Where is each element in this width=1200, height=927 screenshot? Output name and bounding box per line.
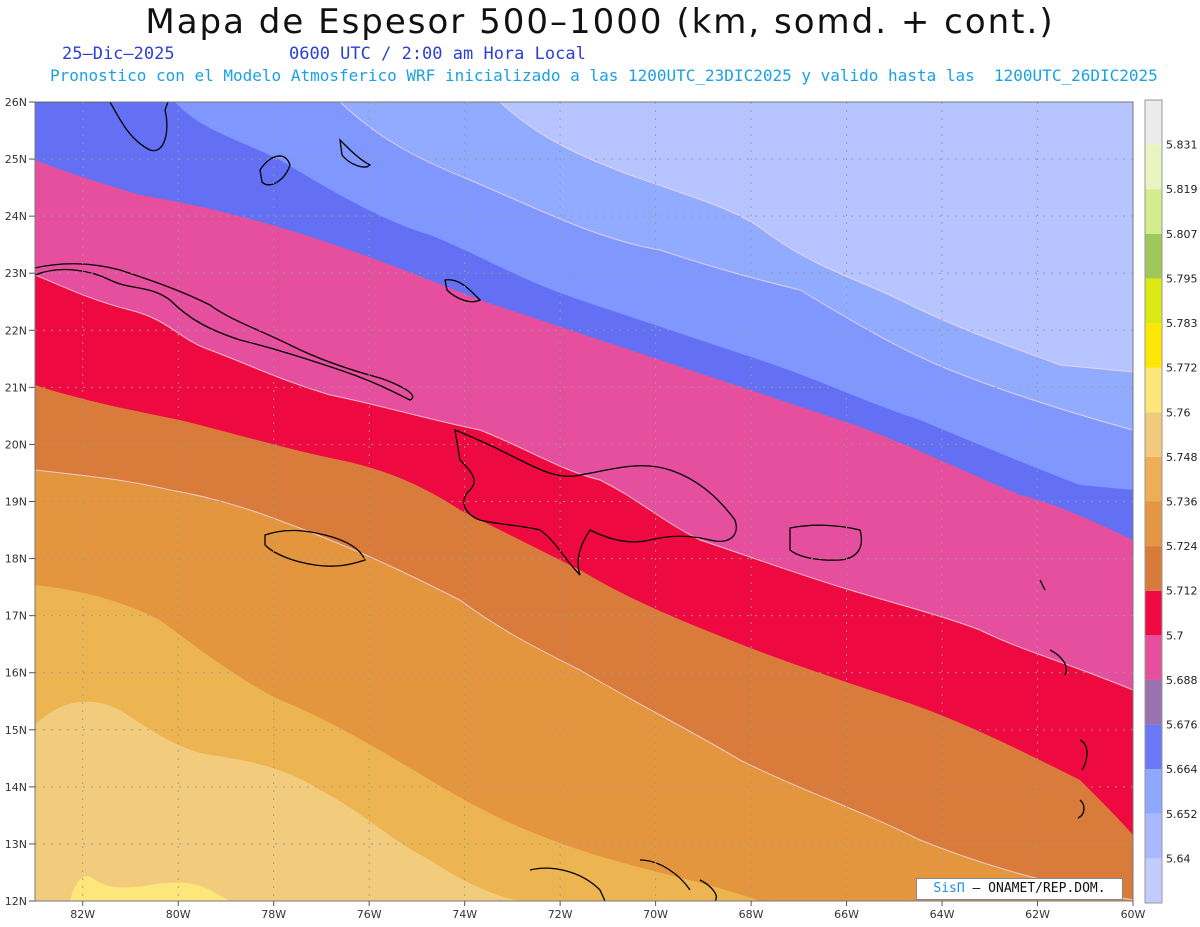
band-yellow [70, 876, 230, 901]
legend-swatch [1145, 590, 1162, 636]
lat-labels: 26N 25N 24N 23N 22N 21N 20N 19N 18N 17N 16N 15N 14N 1… [5, 96, 35, 908]
legend-swatch [1145, 323, 1162, 368]
lat-label: 23N [5, 267, 27, 280]
legend-label: 5.64 [1166, 852, 1191, 865]
legend-label: 5.76 [1166, 406, 1191, 419]
legend-label: 5.676 [1166, 719, 1198, 732]
lat-label: 19N [5, 496, 27, 509]
coast-central-am [529, 859, 717, 901]
lon-label: 60W [1121, 908, 1146, 921]
color-legend: 5.64 5.652 5.664 5.676 5.688 5.7 5.712 5.724 5.7… [1144, 99, 1198, 904]
legend-swatch [1145, 189, 1162, 234]
lon-label: 66W [834, 908, 859, 921]
legend-label: 5.748 [1166, 451, 1198, 464]
lat-label: 26N [5, 96, 27, 109]
legend-swatch [1145, 456, 1162, 502]
coastlines [35, 102, 1088, 901]
coast-florida [35, 102, 169, 152]
lat-label: 20N [5, 438, 27, 451]
coast-lesser-antilles [1039, 579, 1088, 819]
coast-bahamas-1 [259, 155, 291, 186]
lat-label: 24N [5, 210, 27, 223]
legend-label: 5.688 [1166, 674, 1198, 687]
legend-label: 5.819 [1166, 183, 1198, 196]
coast-hispaniola [454, 428, 737, 576]
lon-label: 76W [357, 908, 382, 921]
legend-frame [1144, 99, 1163, 904]
lon-label: 82W [70, 908, 95, 921]
legend-label: 5.795 [1166, 272, 1198, 285]
forecast-date: 25–Dic–2025 [62, 44, 175, 64]
coast-cuba [35, 263, 414, 401]
legend-swatch [1145, 635, 1162, 680]
legend-label: 5.736 [1166, 496, 1198, 509]
legend-label: 5.772 [1166, 362, 1198, 375]
legend-swatch [1145, 769, 1162, 814]
lon-labels: 82W 80W 78W 76W 74W 72W 70W 68W 66W 64W 62W 60W [70, 901, 1146, 921]
credit-text: – ONAMET/REP.DOM. [972, 881, 1106, 896]
legend-swatch [1145, 367, 1162, 413]
legend-swatch [1145, 724, 1162, 770]
thickness-bands [35, 102, 1133, 901]
band-sand [35, 701, 520, 901]
lon-label: 80W [166, 908, 191, 921]
credit-box: SisΠ – ONAMET/REP.DOM. [916, 878, 1123, 900]
legend-label: 5.807 [1166, 228, 1198, 241]
legend-label: 5.7 [1166, 629, 1184, 642]
legend-swatch [1145, 233, 1162, 279]
lat-label: 15N [5, 724, 27, 737]
coast-bahamas-3 [444, 279, 482, 303]
graticule [35, 102, 1133, 901]
lat-label: 13N [5, 838, 27, 851]
lon-label: 62W [1025, 908, 1050, 921]
lon-label: 70W [643, 908, 668, 921]
lat-label: 22N [5, 324, 27, 337]
lat-label: 17N [5, 610, 27, 623]
legend-swatch [1145, 546, 1162, 591]
legend-swatch [1145, 278, 1162, 324]
credit-brand: SisΠ [933, 881, 965, 896]
legend-swatch [1145, 679, 1162, 725]
legend-swatch [1145, 100, 1162, 145]
lon-label: 78W [261, 908, 286, 921]
lat-label: 14N [5, 781, 27, 794]
lat-label: 21N [5, 381, 27, 394]
legend-label: 5.712 [1166, 585, 1198, 598]
lat-label: 18N [5, 553, 27, 566]
coast-jamaica [264, 529, 366, 567]
lon-label: 68W [739, 908, 764, 921]
map-title: Mapa de Espesor 500–1000 (km, somd. + co… [145, 2, 1055, 42]
lat-label: 16N [5, 667, 27, 680]
forecast-time: 0600 UTC / 2:00 am Hora Local [289, 44, 586, 64]
coast-puertorico [789, 524, 863, 561]
lat-label: 25N [5, 153, 27, 166]
lon-label: 64W [930, 908, 955, 921]
contour-lines [35, 102, 1133, 901]
legend-label: 5.652 [1166, 808, 1198, 821]
legend-swatch [1145, 144, 1162, 190]
lon-label: 72W [548, 908, 573, 921]
coast-bahamas-2 [339, 138, 372, 168]
model-info: Pronostico con el Modelo Atmosferico WRF… [50, 66, 1158, 85]
legend-label: 5.831 [1166, 139, 1198, 152]
lon-label: 74W [452, 908, 477, 921]
legend-swatch [1145, 501, 1162, 547]
legend-swatch [1145, 813, 1162, 859]
legend-label: 5.783 [1166, 317, 1198, 330]
lat-label: 12N [5, 895, 27, 908]
legend-label: 5.664 [1166, 763, 1198, 776]
legend-swatch [1145, 858, 1162, 903]
legend-swatch [1145, 412, 1162, 457]
legend-label: 5.724 [1166, 540, 1198, 553]
